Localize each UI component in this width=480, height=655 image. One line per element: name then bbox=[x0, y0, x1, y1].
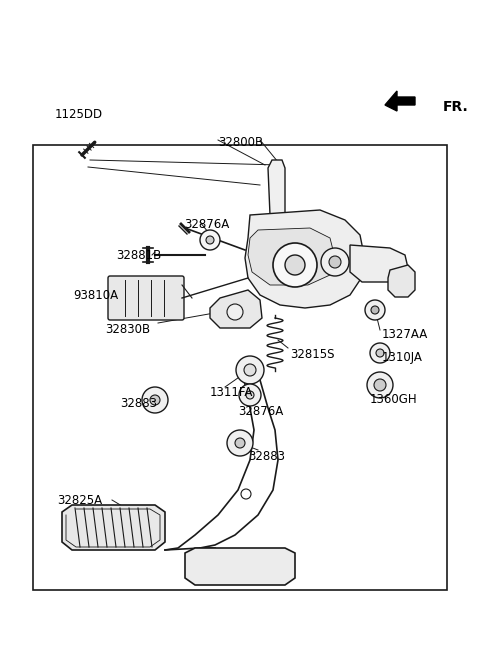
Circle shape bbox=[321, 248, 349, 276]
Circle shape bbox=[244, 364, 256, 376]
Circle shape bbox=[374, 379, 386, 391]
Text: 32881B: 32881B bbox=[116, 249, 161, 262]
Text: 32800B: 32800B bbox=[218, 136, 263, 149]
Circle shape bbox=[227, 430, 253, 456]
Text: 1125DD: 1125DD bbox=[55, 108, 103, 121]
Polygon shape bbox=[210, 290, 262, 328]
Circle shape bbox=[235, 438, 245, 448]
Text: 1310JA: 1310JA bbox=[382, 351, 423, 364]
Circle shape bbox=[227, 304, 243, 320]
Text: 32825A: 32825A bbox=[57, 494, 102, 507]
Text: 32815S: 32815S bbox=[290, 348, 335, 361]
Circle shape bbox=[142, 387, 168, 413]
Text: 32876A: 32876A bbox=[184, 218, 229, 231]
Circle shape bbox=[239, 384, 261, 406]
Text: 32883: 32883 bbox=[120, 397, 157, 410]
Text: 32883: 32883 bbox=[248, 450, 285, 463]
Circle shape bbox=[371, 306, 379, 314]
Circle shape bbox=[285, 255, 305, 275]
Circle shape bbox=[365, 300, 385, 320]
Circle shape bbox=[367, 372, 393, 398]
Circle shape bbox=[241, 489, 251, 499]
FancyBboxPatch shape bbox=[108, 276, 184, 320]
Polygon shape bbox=[268, 160, 285, 218]
Polygon shape bbox=[245, 210, 365, 308]
Polygon shape bbox=[248, 228, 335, 285]
Circle shape bbox=[376, 349, 384, 357]
Polygon shape bbox=[388, 265, 415, 297]
Polygon shape bbox=[350, 245, 408, 282]
Text: 1360GH: 1360GH bbox=[370, 393, 418, 406]
Text: 32830B: 32830B bbox=[105, 323, 150, 336]
Text: 1311FA: 1311FA bbox=[210, 386, 253, 399]
Text: 93810A: 93810A bbox=[73, 289, 118, 302]
Circle shape bbox=[370, 343, 390, 363]
Text: 1327AA: 1327AA bbox=[382, 328, 428, 341]
Polygon shape bbox=[385, 91, 415, 111]
Polygon shape bbox=[62, 505, 165, 550]
Text: FR.: FR. bbox=[443, 100, 469, 114]
Circle shape bbox=[200, 230, 220, 250]
Circle shape bbox=[329, 256, 341, 268]
Bar bbox=[33, 145, 447, 590]
Circle shape bbox=[150, 395, 160, 405]
Circle shape bbox=[246, 391, 254, 399]
Circle shape bbox=[236, 356, 264, 384]
Polygon shape bbox=[185, 548, 295, 585]
Circle shape bbox=[206, 236, 214, 244]
Text: 32876A: 32876A bbox=[238, 405, 283, 418]
Circle shape bbox=[273, 243, 317, 287]
